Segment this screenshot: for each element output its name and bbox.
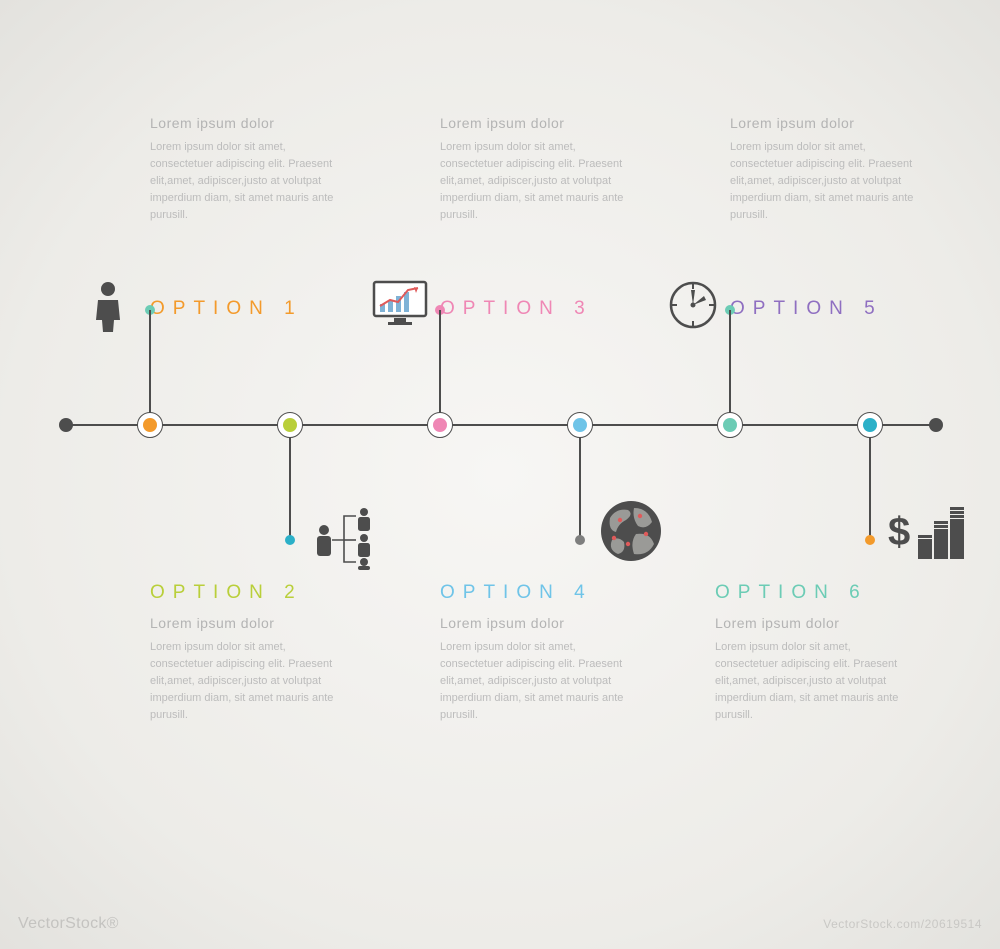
block-6-body: Lorem ipsum dolor sit amet, consectetuer… — [715, 639, 915, 724]
riser-2 — [289, 425, 290, 540]
riser-5 — [729, 310, 730, 425]
block-1-title: Lorem ipsum dolor — [150, 115, 350, 131]
node-5 — [717, 412, 743, 438]
monitor-chart-icon — [372, 280, 428, 333]
riser-3 — [439, 310, 440, 425]
riser-1 — [149, 310, 150, 425]
block-3-body: Lorem ipsum dolor sit amet, consectetuer… — [440, 139, 640, 224]
option-3-label: OPTION 3 — [440, 298, 593, 320]
clock-icon — [668, 280, 718, 335]
block-2-body: Lorem ipsum dolor sit amet, consectetuer… — [150, 639, 350, 724]
svg-text:$: $ — [888, 510, 910, 554]
block-6: Lorem ipsum dolor Lorem ipsum dolor sit … — [715, 615, 915, 724]
timeline-baseline — [66, 424, 936, 425]
watermark-vectorstock: VectorStock® — [18, 915, 119, 933]
block-5: Lorem ipsum dolor Lorem ipsum dolor sit … — [730, 115, 930, 224]
infographic-canvas: Lorem ipsum dolor Lorem ipsum dolor sit … — [0, 0, 1000, 949]
block-3-title: Lorem ipsum dolor — [440, 115, 640, 131]
dot-2 — [285, 535, 295, 545]
block-3: Lorem ipsum dolor Lorem ipsum dolor sit … — [440, 115, 640, 224]
option-6-label: OPTION 6 — [715, 582, 868, 604]
riser-6 — [869, 425, 870, 540]
money-icon: $ — [888, 505, 966, 568]
globe-icon — [600, 500, 662, 567]
node-6 — [857, 412, 883, 438]
block-4: Lorem ipsum dolor Lorem ipsum dolor sit … — [440, 615, 640, 724]
option-1-label: OPTION 1 — [150, 298, 303, 320]
block-1-body: Lorem ipsum dolor sit amet, consectetuer… — [150, 139, 350, 224]
block-1: Lorem ipsum dolor Lorem ipsum dolor sit … — [150, 115, 350, 224]
node-1 — [137, 412, 163, 438]
option-5-label: OPTION 5 — [730, 298, 883, 320]
watermark-id: VectorStock.com/20619514 — [823, 917, 982, 931]
block-5-title: Lorem ipsum dolor — [730, 115, 930, 131]
option-2-label: OPTION 2 — [150, 582, 303, 604]
block-4-title: Lorem ipsum dolor — [440, 615, 640, 631]
block-2-title: Lorem ipsum dolor — [150, 615, 350, 631]
node-4 — [567, 412, 593, 438]
block-4-body: Lorem ipsum dolor sit amet, consectetuer… — [440, 639, 640, 724]
node-3 — [427, 412, 453, 438]
option-4-label: OPTION 4 — [440, 582, 593, 604]
riser-4 — [579, 425, 580, 540]
dot-6 — [865, 535, 875, 545]
block-5-body: Lorem ipsum dolor sit amet, consectetuer… — [730, 139, 930, 224]
person-icon — [90, 280, 126, 337]
block-6-title: Lorem ipsum dolor — [715, 615, 915, 631]
dot-4 — [575, 535, 585, 545]
node-2 — [277, 412, 303, 438]
org-chart-icon — [310, 500, 380, 575]
block-2: Lorem ipsum dolor Lorem ipsum dolor sit … — [150, 615, 350, 724]
